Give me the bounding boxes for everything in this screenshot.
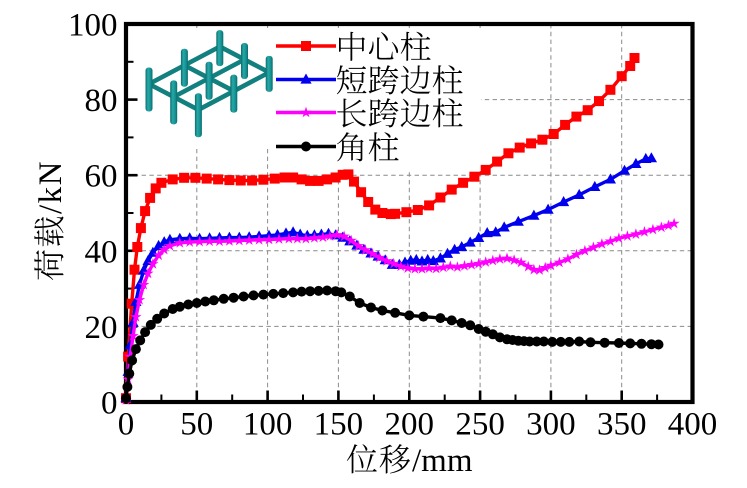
svg-text:100: 100 <box>243 407 293 443</box>
svg-text:400: 400 <box>668 407 718 443</box>
svg-text:350: 350 <box>597 407 647 443</box>
svg-text:300: 300 <box>526 407 576 443</box>
svg-text:0: 0 <box>101 386 118 422</box>
svg-text:20: 20 <box>85 310 118 346</box>
svg-text:200: 200 <box>385 407 435 443</box>
svg-text:/kN: /kN <box>33 160 69 214</box>
svg-text:40: 40 <box>85 234 118 270</box>
svg-text:80: 80 <box>85 83 118 119</box>
svg-text:250: 250 <box>455 407 505 443</box>
svg-text:/mm: /mm <box>412 443 473 479</box>
svg-text:60: 60 <box>85 159 118 195</box>
svg-text:100: 100 <box>68 8 118 44</box>
svg-text:50: 50 <box>180 407 213 443</box>
svg-text:0: 0 <box>118 407 135 443</box>
svg-text:150: 150 <box>314 407 364 443</box>
